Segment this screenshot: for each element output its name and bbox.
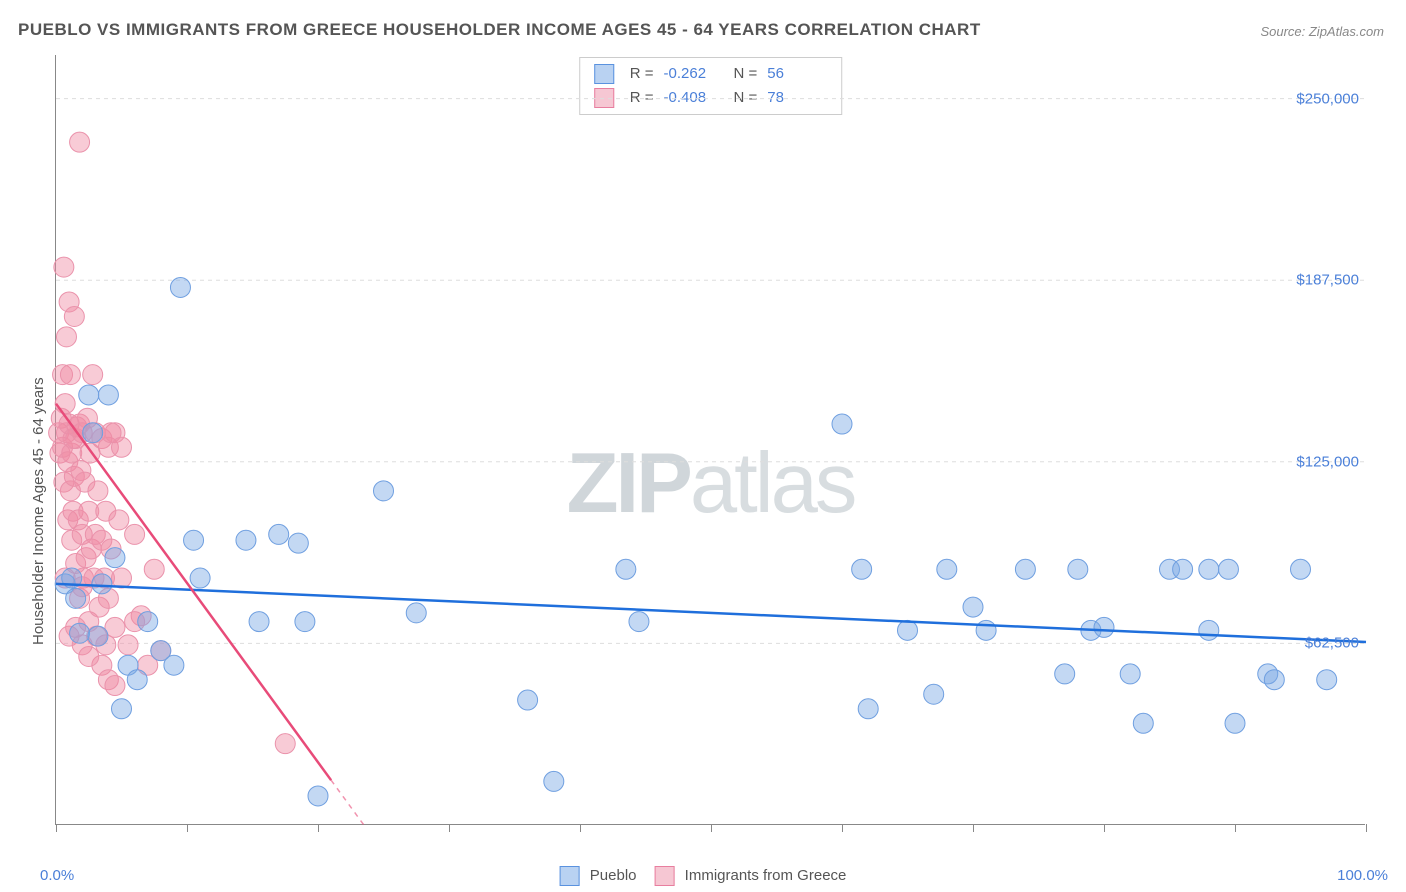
greece-label: Immigrants from Greece [685, 867, 847, 884]
x-tick [1235, 824, 1236, 832]
x-max-label: 100.0% [1337, 867, 1388, 884]
source-label: Source: ZipAtlas.com [1260, 24, 1384, 39]
y-axis-label: Householder Income Ages 45 - 64 years [30, 377, 47, 645]
y-tick-label: $62,500 [1305, 635, 1359, 652]
y-tick-label: $125,000 [1296, 453, 1359, 470]
x-tick [973, 824, 974, 832]
y-tick-label: $187,500 [1296, 272, 1359, 289]
chart-title: PUEBLO VS IMMIGRANTS FROM GREECE HOUSEHO… [18, 20, 981, 40]
x-tick [318, 824, 319, 832]
legend-item-greece: Immigrants from Greece [655, 866, 847, 886]
x-min-label: 0.0% [40, 867, 74, 884]
y-tick-label: $250,000 [1296, 90, 1359, 107]
x-tick [1366, 824, 1367, 832]
scatter-svg [56, 55, 1365, 824]
correlation-chart: PUEBLO VS IMMIGRANTS FROM GREECE HOUSEHO… [0, 0, 1406, 892]
series-legend: Pueblo Immigrants from Greece [560, 866, 847, 886]
x-tick [711, 824, 712, 832]
x-tick [1104, 824, 1105, 832]
x-tick [580, 824, 581, 832]
plot-area: ZIPatlas R = -0.262 N = 56 R = -0.408 N … [55, 55, 1365, 825]
x-tick [187, 824, 188, 832]
x-tick [842, 824, 843, 832]
pueblo-label: Pueblo [590, 867, 637, 884]
greece-swatch-icon [655, 866, 675, 886]
x-tick [56, 824, 57, 832]
legend-item-pueblo: Pueblo [560, 866, 637, 886]
pueblo-swatch-icon [560, 866, 580, 886]
x-tick [449, 824, 450, 832]
